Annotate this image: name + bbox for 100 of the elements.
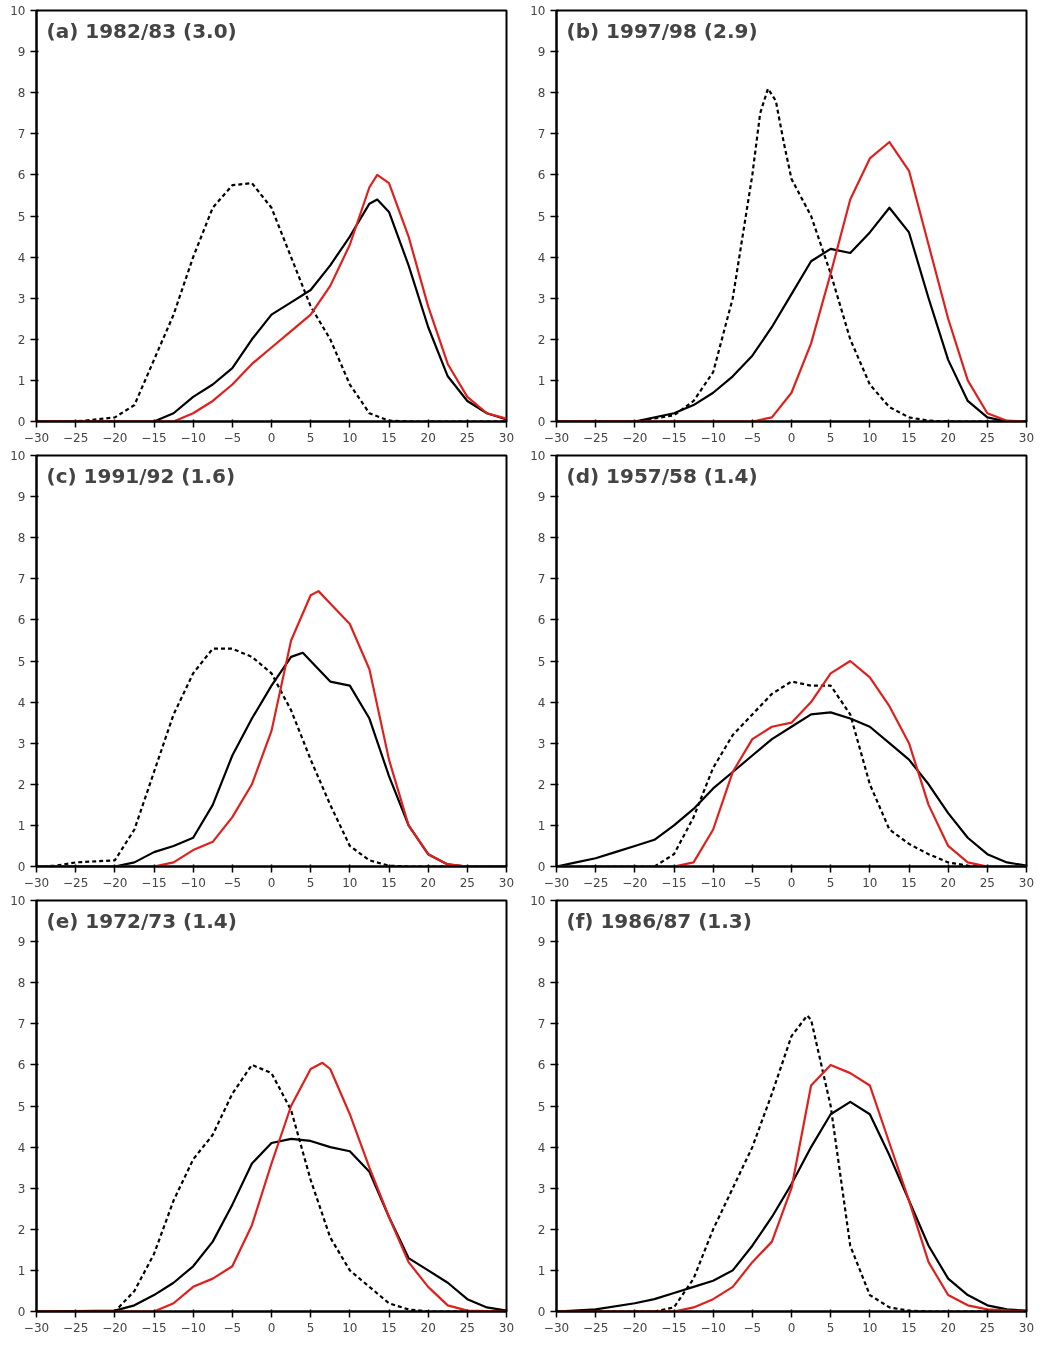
x-tick-label: −15 xyxy=(141,430,167,445)
x-tick-label: −15 xyxy=(661,875,687,890)
y-tick-label: 10 xyxy=(10,449,26,463)
y-tick-label: 3 xyxy=(537,291,546,306)
x-tick-label: −30 xyxy=(23,430,50,445)
x-tick-label: 15 xyxy=(381,1320,397,1335)
y-tick-label: 2 xyxy=(17,1222,26,1237)
x-tick-label: 30 xyxy=(1018,875,1035,890)
x-tick-label: −20 xyxy=(102,875,128,890)
x-tick-label: 25 xyxy=(459,430,475,445)
text: (d) 1957/58 (1.4) xyxy=(566,463,758,488)
x-tick-label: 15 xyxy=(381,430,397,445)
y-tick-label: 4 xyxy=(537,250,546,265)
y-tick-label: 10 xyxy=(10,894,26,908)
y-tick-label: 6 xyxy=(537,168,546,183)
x-tick-label: 25 xyxy=(979,1320,995,1335)
x-tick-label: 25 xyxy=(459,875,475,890)
x-tick-label: 25 xyxy=(979,430,995,445)
text: (c) 1991/92 (1.6) xyxy=(46,463,236,488)
y-tick-label: 2 xyxy=(537,777,546,792)
y-tick-label: 10 xyxy=(530,894,546,908)
x-tick-label: 20 xyxy=(940,430,956,445)
x-tick-label: −30 xyxy=(543,430,570,445)
y-tick-label: 6 xyxy=(537,1058,546,1073)
y-tick-label: 3 xyxy=(537,1181,546,1196)
x-tick-label: −20 xyxy=(102,1320,128,1335)
x-tick-label: −5 xyxy=(223,1320,242,1335)
y-tick-label: 0 xyxy=(17,415,26,429)
x-tick-label: 15 xyxy=(901,1320,917,1335)
x-tick-label: −15 xyxy=(661,1320,687,1335)
y-tick-label: 6 xyxy=(17,168,26,183)
x-tick-label: 0 xyxy=(267,1320,276,1335)
y-tick-label: 5 xyxy=(537,209,546,224)
y-tick-label: 8 xyxy=(17,531,26,546)
x-tick-label: −5 xyxy=(743,1320,762,1335)
x-tick-label: −10 xyxy=(180,875,206,890)
x-tick-label: 25 xyxy=(979,875,995,890)
x-tick-label: 10 xyxy=(342,430,358,445)
x-tick-label: 30 xyxy=(1018,1320,1035,1335)
y-tick-label: 9 xyxy=(17,490,26,505)
y-tick-label: 8 xyxy=(537,86,546,101)
y-tick-label: 2 xyxy=(537,332,546,347)
y-tick-label: 3 xyxy=(17,736,26,751)
x-tick-label: 5 xyxy=(826,875,835,890)
text: (a) 1982/83 (3.0) xyxy=(46,18,237,43)
y-tick-label: 5 xyxy=(17,1099,26,1114)
y-tick-label: 1 xyxy=(17,373,26,388)
x-tick-label: 15 xyxy=(901,430,917,445)
y-tick-label: 5 xyxy=(537,654,546,669)
y-tick-label: 7 xyxy=(17,572,26,587)
x-tick-label: 20 xyxy=(420,430,436,445)
x-tick-label: 30 xyxy=(498,430,515,445)
y-tick-label: 0 xyxy=(537,860,546,874)
x-tick-label: −30 xyxy=(23,1320,50,1335)
x-tick-label: −5 xyxy=(743,430,762,445)
y-tick-label: 4 xyxy=(17,1140,26,1155)
x-tick-label: 20 xyxy=(940,875,956,890)
x-tick-label: 10 xyxy=(862,875,878,890)
y-tick-label: 1 xyxy=(537,373,546,388)
y-tick-label: 9 xyxy=(17,935,26,950)
x-tick-label: −30 xyxy=(543,1320,570,1335)
x-tick-label: −10 xyxy=(180,1320,206,1335)
y-tick-label: 2 xyxy=(537,1222,546,1237)
text: (b) 1997/98 (2.9) xyxy=(566,18,758,43)
y-tick-label: 0 xyxy=(17,860,26,874)
x-tick-label: −15 xyxy=(141,1320,167,1335)
x-tick-label: −15 xyxy=(661,430,687,445)
y-tick-label: 9 xyxy=(537,935,546,950)
x-tick-label: −10 xyxy=(700,430,726,445)
y-tick-label: 1 xyxy=(17,1263,26,1278)
x-tick-label: −25 xyxy=(583,430,609,445)
x-tick-label: 0 xyxy=(787,1320,796,1335)
y-tick-label: 0 xyxy=(537,1305,546,1319)
x-tick-label: 25 xyxy=(459,1320,475,1335)
x-tick-label: −25 xyxy=(583,1320,609,1335)
y-tick-label: 7 xyxy=(17,127,26,142)
x-tick-label: −5 xyxy=(743,875,762,890)
x-tick-label: −10 xyxy=(700,875,726,890)
y-tick-label: 7 xyxy=(17,1017,26,1032)
text: (f) 1986/87 (1.3) xyxy=(566,908,752,933)
x-tick-label: 5 xyxy=(306,430,315,445)
y-tick-label: 3 xyxy=(537,736,546,751)
y-tick-label: 6 xyxy=(17,613,26,628)
y-tick-label: 6 xyxy=(537,613,546,628)
y-tick-label: 4 xyxy=(537,1140,546,1155)
x-tick-label: 0 xyxy=(267,430,276,445)
x-tick-label: −30 xyxy=(543,875,570,890)
y-tick-label: 7 xyxy=(537,572,546,587)
x-tick-label: −25 xyxy=(63,1320,89,1335)
y-tick-label: 5 xyxy=(537,1099,546,1114)
y-tick-label: 10 xyxy=(530,449,546,463)
y-tick-label: 3 xyxy=(17,1181,26,1196)
y-tick-label: 0 xyxy=(537,415,546,429)
y-tick-label: 4 xyxy=(537,695,546,710)
y-tick-label: 0 xyxy=(17,1305,26,1319)
y-tick-label: 1 xyxy=(537,1263,546,1278)
x-tick-label: 0 xyxy=(787,875,796,890)
x-tick-label: −25 xyxy=(63,430,89,445)
x-tick-label: 15 xyxy=(901,875,917,890)
y-tick-label: 8 xyxy=(17,86,26,101)
